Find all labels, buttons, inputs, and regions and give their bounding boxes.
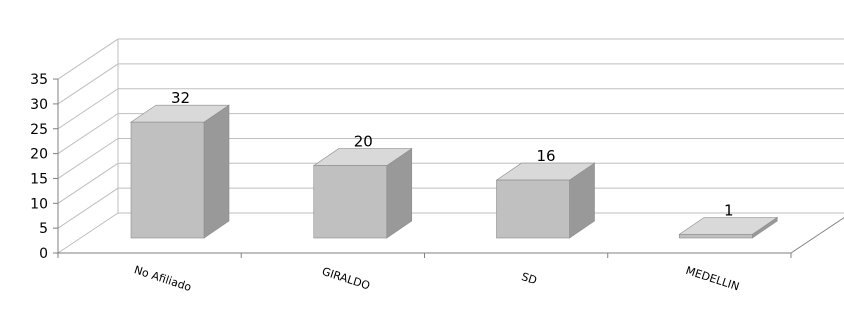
- gridline: [57, 38, 844, 80]
- data-label: 1: [724, 201, 734, 219]
- y-tick-label: 25: [30, 122, 48, 138]
- y-tick-label: 20: [30, 147, 48, 163]
- category-label: GIRALDO: [320, 265, 372, 293]
- bar-side: [203, 104, 230, 239]
- y-tick-label: 5: [39, 221, 48, 237]
- y-tick-label: 0: [39, 246, 48, 262]
- y-tick-label: 35: [30, 72, 48, 88]
- category-label: MEDELLIN: [684, 264, 741, 294]
- chart-bars: [130, 104, 779, 239]
- bar: [313, 165, 388, 239]
- category-label: SD: [520, 270, 539, 287]
- y-tick-label: 30: [30, 97, 48, 113]
- y-tick-label: 15: [30, 171, 48, 187]
- category-label: No Afiliado: [132, 263, 193, 294]
- data-label: 16: [536, 147, 555, 165]
- bar-top: [678, 217, 779, 235]
- y-tick-label: 10: [30, 196, 48, 212]
- floor-right-edge: [790, 217, 844, 254]
- data-label: 32: [171, 89, 190, 107]
- bar: [496, 179, 570, 239]
- bar: [678, 234, 753, 239]
- data-label: 20: [354, 133, 373, 151]
- chart-gridlines: [57, 38, 844, 254]
- bar: [130, 121, 205, 239]
- chart-axes: [53, 78, 844, 258]
